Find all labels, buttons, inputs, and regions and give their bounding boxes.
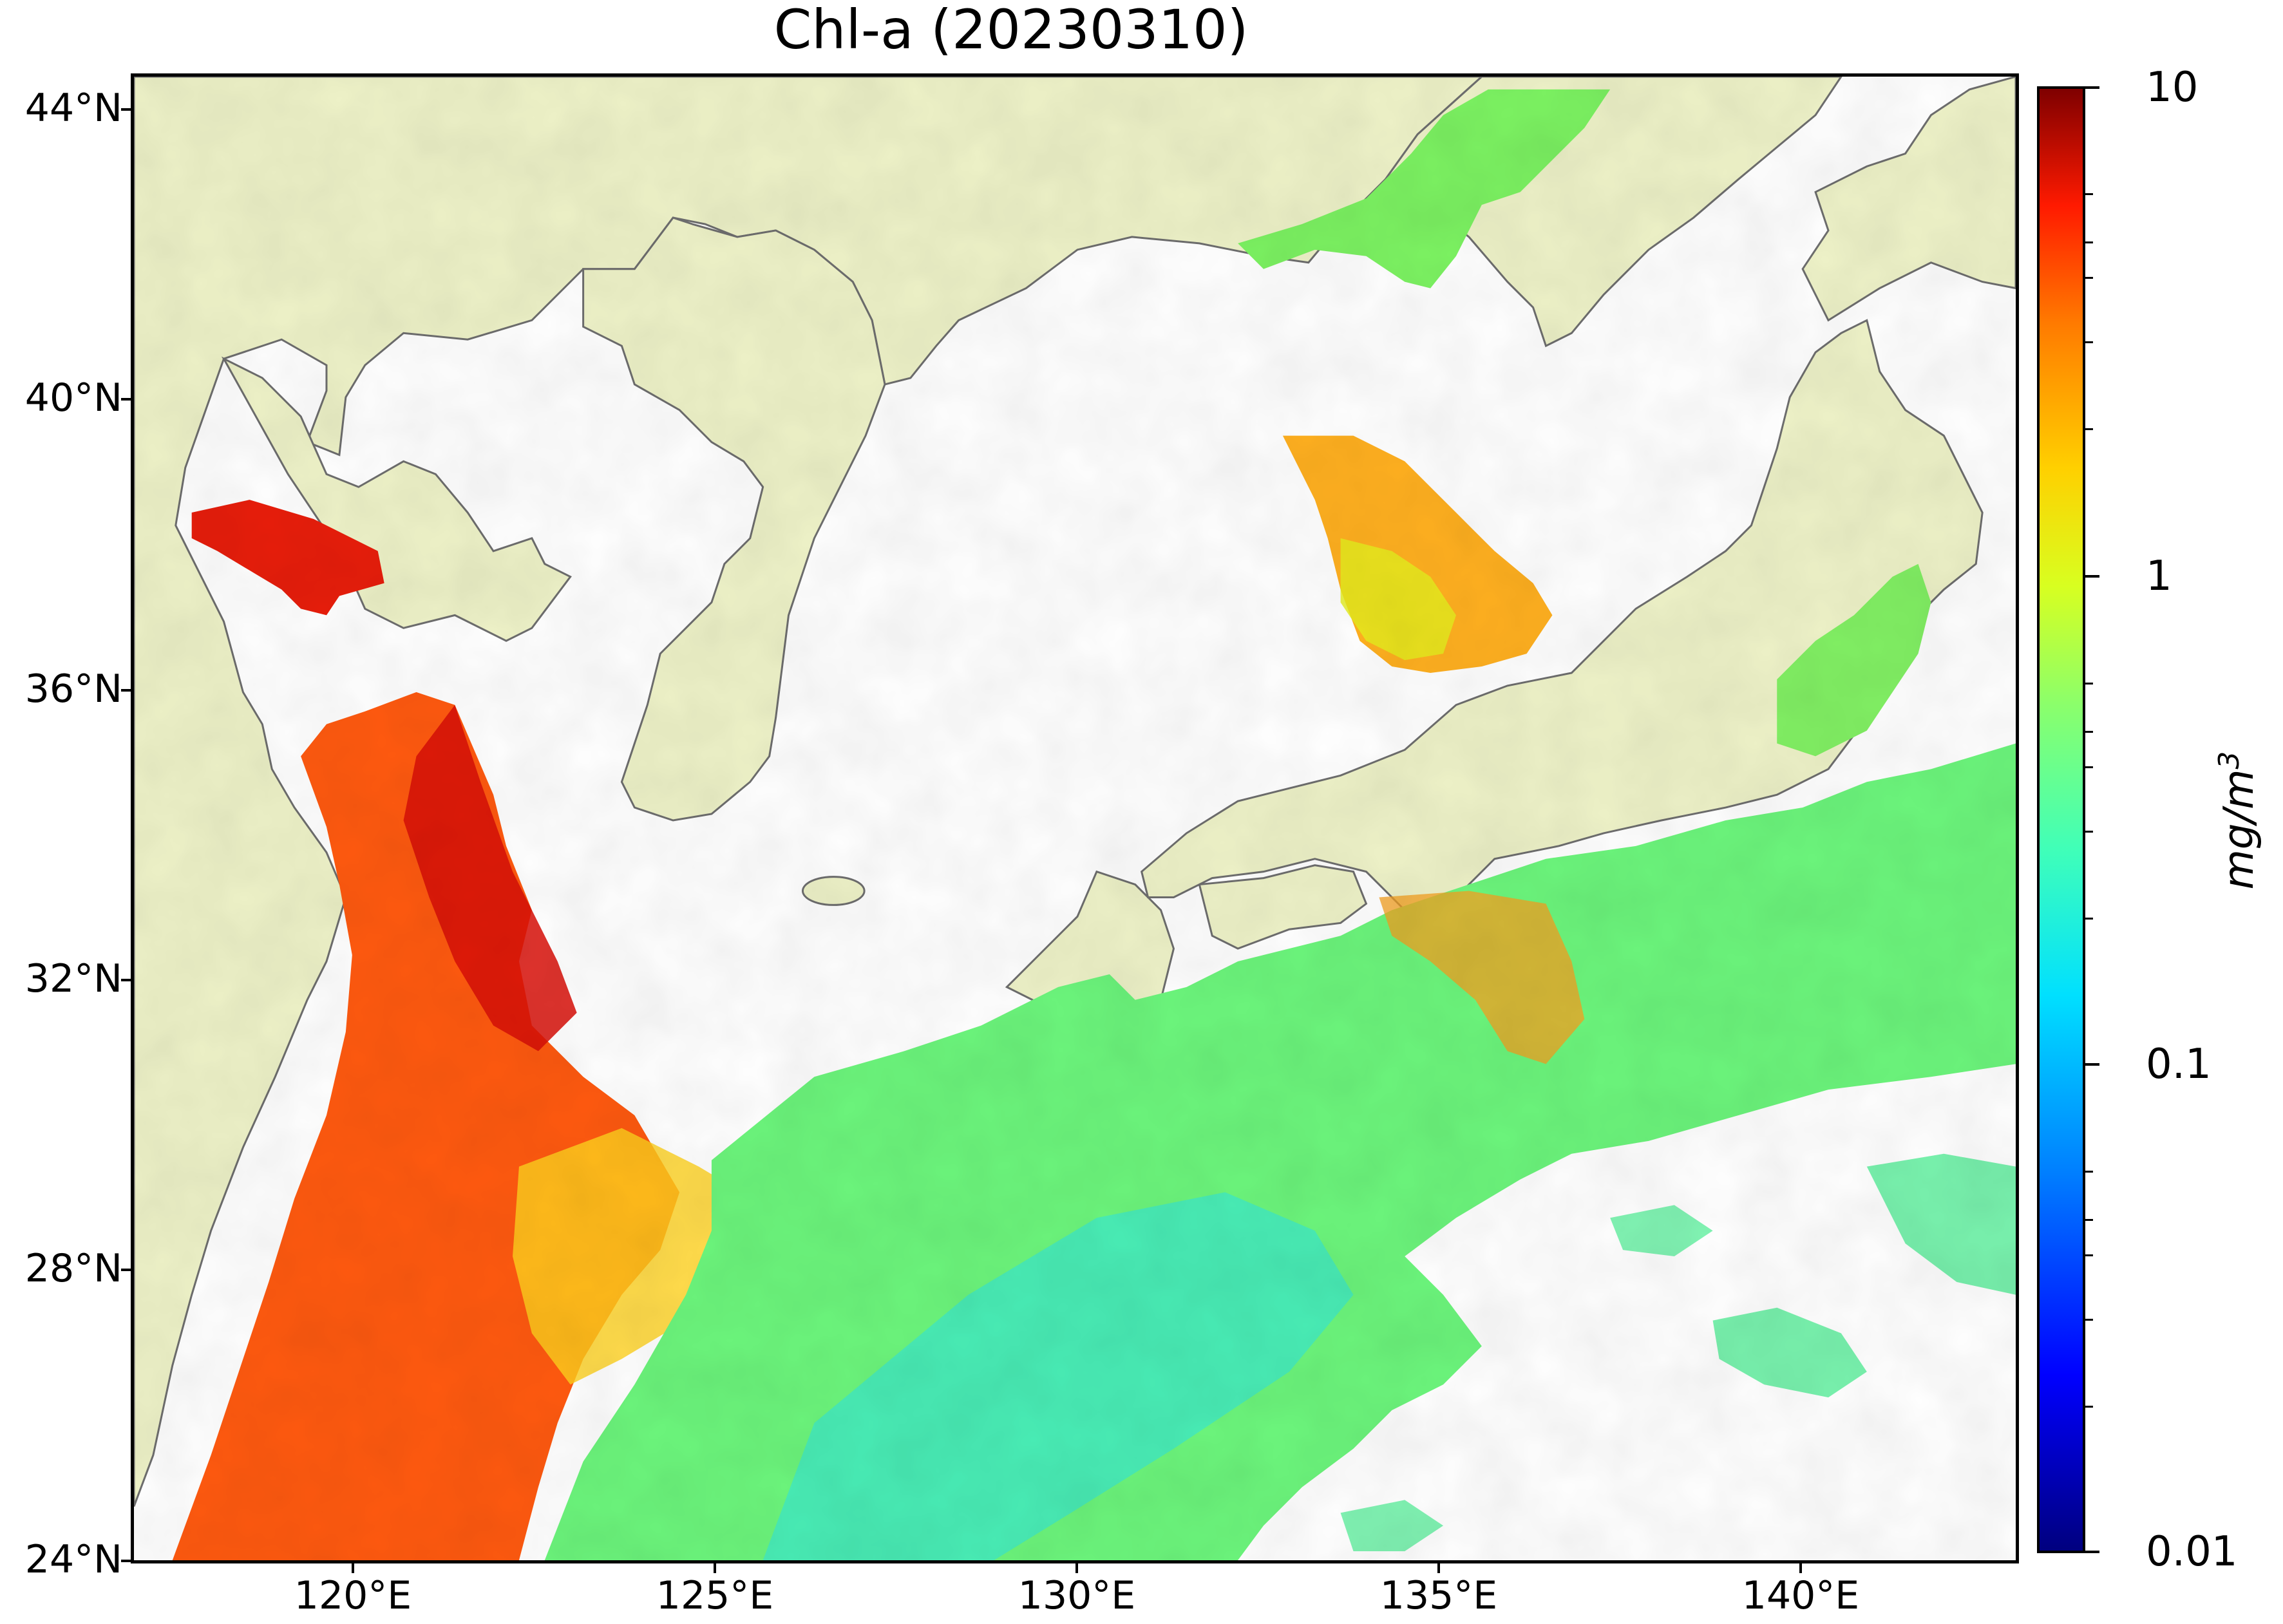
cb-minor-tick (2085, 731, 2093, 733)
lat-tick-40n (121, 398, 131, 401)
lon-label-135e: 135°E (1379, 1573, 1498, 1618)
cb-minor-tick (2085, 241, 2093, 243)
cb-minor-tick (2085, 683, 2093, 685)
map-panel (131, 73, 2019, 1563)
colorbar-label-0-1: 0.1 (2146, 1041, 2212, 1088)
cb-minor-tick (2085, 1319, 2093, 1321)
cb-major-tick-10 (2085, 86, 2099, 89)
lat-tick-44n (121, 108, 131, 111)
lat-tick-24n (121, 1560, 131, 1562)
lat-label-28n: 28°N (24, 1246, 122, 1291)
colorbar-unit-label: mg/m3 (2212, 751, 2264, 890)
cb-minor-tick (2085, 1254, 2093, 1256)
cb-minor-tick (2085, 193, 2093, 195)
colorbar (2037, 86, 2085, 1553)
lon-tick-140e (1799, 1563, 1802, 1573)
lon-tick-135e (1437, 1563, 1440, 1573)
lat-tick-32n (121, 979, 131, 981)
cb-minor-tick (2085, 1406, 2093, 1408)
cb-major-tick-1 (2085, 575, 2099, 578)
cb-minor-tick (2085, 277, 2093, 279)
cb-minor-tick (2085, 1171, 2093, 1173)
lon-tick-125e (714, 1563, 716, 1573)
cb-minor-tick (2085, 831, 2093, 833)
map-title: Chl-a (20230310) (773, 0, 1249, 61)
colorbar-label-1: 1 (2146, 552, 2172, 600)
cb-major-tick-0-1 (2085, 1063, 2099, 1066)
chlorophyll-map (134, 77, 2016, 1560)
lat-tick-36n (121, 689, 131, 692)
cb-minor-tick (2085, 1219, 2093, 1221)
colorbar-unit-exponent: 3 (2212, 751, 2246, 770)
lat-label-44n: 44°N (24, 86, 122, 131)
lon-label-120e: 120°E (294, 1573, 412, 1618)
cb-minor-tick (2085, 341, 2093, 343)
cb-minor-tick (2085, 918, 2093, 920)
lat-label-36n: 36°N (24, 666, 122, 712)
cb-minor-tick (2085, 766, 2093, 768)
lon-label-125e: 125°E (656, 1573, 774, 1618)
lat-label-40n: 40°N (24, 375, 122, 420)
colorbar-label-0-01: 0.01 (2146, 1528, 2238, 1576)
colorbar-label-10: 10 (2146, 64, 2199, 111)
lon-tick-120e (352, 1563, 354, 1573)
lat-tick-28n (121, 1269, 131, 1271)
cb-minor-tick (2085, 428, 2093, 430)
lon-label-130e: 130°E (1018, 1573, 1136, 1618)
lon-tick-130e (1075, 1563, 1078, 1573)
cb-major-tick-0-01 (2085, 1551, 2099, 1553)
lat-label-24n: 24°N (24, 1537, 122, 1582)
lon-label-140e: 140°E (1741, 1573, 1860, 1618)
lat-label-32n: 32°N (24, 956, 122, 1001)
